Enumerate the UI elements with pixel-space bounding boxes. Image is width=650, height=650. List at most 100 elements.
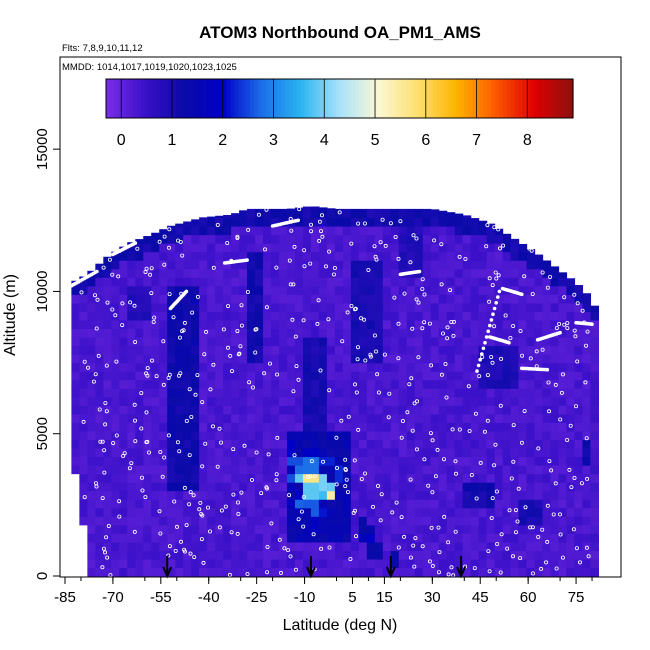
- heatmap-cell: [454, 422, 464, 432]
- sample-point: [473, 411, 478, 416]
- heatmap-cell: [326, 558, 336, 569]
- heatmap-cell: [526, 567, 536, 577]
- heatmap-cell: [486, 558, 496, 569]
- heatmap-cell: [318, 499, 328, 509]
- heatmap-cell: [494, 379, 504, 389]
- colorbar-segment: [378, 79, 383, 118]
- heatmap-cell: [119, 516, 128, 526]
- heatmap-cell: [566, 422, 576, 432]
- heatmap-cell: [430, 285, 440, 295]
- heatmap-cell: [231, 516, 240, 526]
- heatmap-cell: [526, 251, 536, 261]
- heatmap-cell: [510, 371, 520, 381]
- heatmap-cell: [135, 499, 144, 509]
- heatmap-cell: [430, 422, 440, 432]
- heatmap-cell: [159, 507, 168, 517]
- sample-point: [457, 427, 462, 432]
- sample-point: [439, 242, 444, 247]
- heatmap-cell: [382, 430, 392, 441]
- heatmap-cell: [558, 499, 568, 509]
- heatmap-cell: [446, 294, 456, 304]
- sample-point: [179, 291, 184, 296]
- sample-point: [264, 486, 269, 491]
- heatmap-cell: [454, 533, 464, 543]
- heatmap-cell: [191, 507, 200, 517]
- heatmap-cell: [95, 396, 104, 406]
- heatmap-cell: [486, 533, 496, 543]
- heatmap-cell: [454, 413, 464, 423]
- heatmap-cell: [374, 465, 384, 475]
- sample-point: [518, 328, 523, 333]
- heatmap-cell: [526, 388, 536, 398]
- heatmap-cell: [119, 541, 128, 551]
- colorbar-segment: [335, 79, 341, 118]
- sample-point: [394, 500, 399, 505]
- heatmap-cell: [239, 456, 248, 466]
- heatmap-cell: [175, 456, 184, 466]
- sample-point: [553, 382, 558, 387]
- heatmap-cell: [310, 345, 320, 355]
- heatmap-cell: [574, 524, 584, 534]
- heatmap-cell: [558, 465, 568, 475]
- sample-point: [487, 299, 492, 304]
- heatmap-cell: [486, 243, 496, 253]
- sample-point: [480, 354, 485, 359]
- heatmap-cell: [414, 405, 424, 415]
- heatmap-cell: [294, 524, 304, 534]
- heatmap-cell: [510, 490, 520, 500]
- heatmap-cell: [279, 567, 288, 577]
- heatmap-cell: [159, 336, 168, 347]
- heatmap-cell: [127, 251, 136, 261]
- heatmap-cell: [542, 362, 552, 372]
- heatmap-cell: [143, 277, 152, 287]
- heatmap-cell: [183, 558, 192, 569]
- heatmap-cell: [438, 328, 448, 338]
- sample-point: [396, 356, 401, 361]
- heatmap-cell: [247, 319, 256, 330]
- sample-point: [177, 335, 182, 340]
- sample-point: [584, 545, 589, 550]
- heatmap-cell: [342, 524, 352, 534]
- heatmap-cell: [223, 499, 232, 509]
- sample-point: [579, 481, 584, 486]
- heatmap-cell: [143, 439, 152, 449]
- heatmap-cell: [534, 413, 544, 423]
- colorbar-segment: [417, 79, 422, 118]
- sample-point: [117, 514, 122, 519]
- heatmap-cell: [294, 234, 304, 244]
- heatmap-cell: [438, 465, 448, 475]
- heatmap-cell: [79, 413, 88, 423]
- heatmap-cell: [183, 225, 192, 236]
- heatmap-cell: [366, 550, 376, 560]
- heatmap-cell: [398, 362, 408, 372]
- heatmap-cell: [326, 379, 336, 389]
- heatmap-cell: [103, 336, 112, 347]
- heatmap-cell: [542, 533, 552, 543]
- heatmap-cell: [478, 243, 488, 253]
- heatmap-cell: [558, 405, 568, 415]
- colorbar-segment: [117, 79, 123, 118]
- heatmap-cell: [159, 260, 168, 270]
- heatmap-cell: [247, 379, 256, 389]
- heatmap-cell: [502, 490, 512, 500]
- heatmap-cell: [438, 550, 448, 560]
- sample-point: [373, 349, 378, 354]
- heatmap-cell: [486, 465, 496, 475]
- heatmap-cell: [446, 499, 456, 509]
- heatmap-cell: [350, 285, 360, 295]
- heatmap-cell: [215, 473, 224, 483]
- colorbar-segment: [121, 79, 127, 118]
- heatmap-cell: [263, 516, 272, 526]
- sample-point: [167, 544, 172, 549]
- sample-point: [528, 356, 533, 361]
- heatmap-cell: [255, 260, 264, 270]
- heatmap-cell: [550, 516, 560, 526]
- heatmap-cell: [175, 465, 184, 475]
- heatmap-cell: [478, 285, 488, 295]
- heatmap-cell: [310, 567, 320, 577]
- heatmap-cell: [111, 345, 120, 355]
- heatmap-cell: [510, 533, 520, 543]
- heatmap-cell: [318, 260, 328, 270]
- heatmap-cell: [510, 422, 520, 432]
- heatmap-cell: [510, 396, 520, 406]
